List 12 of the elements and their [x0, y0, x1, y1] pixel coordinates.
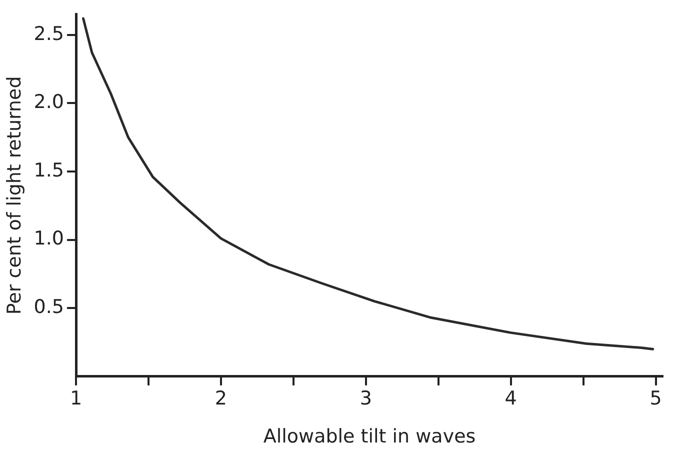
y-axis-title: Per cent of light returned [3, 76, 26, 315]
x-axis-title: Allowable tilt in waves [263, 426, 476, 448]
y-tick-label: 1.5 [34, 159, 64, 182]
y-tick-label: 2.0 [34, 91, 64, 114]
x-tick-label: 4 [504, 388, 517, 410]
x-tick-label: 3 [360, 388, 372, 410]
y-tick-label: 1.0 [34, 228, 64, 250]
y-tick-label: 0.5 [34, 296, 64, 318]
x-tick-label: 5 [650, 388, 662, 410]
y-tick-label: 2.5 [34, 22, 64, 45]
x-tick-label: 1 [70, 388, 82, 410]
x-tick-label: 2 [214, 388, 227, 410]
